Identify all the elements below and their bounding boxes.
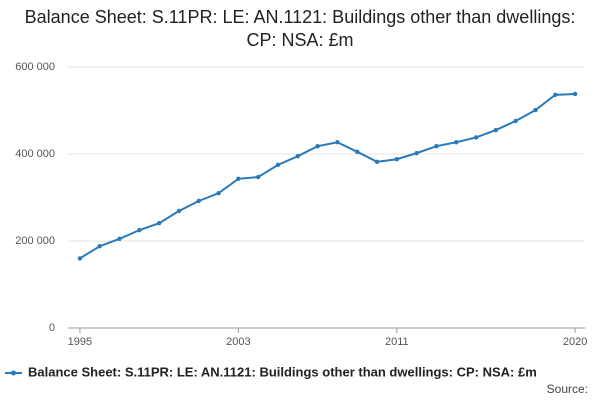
source: Source: <box>547 382 588 396</box>
x-tick-label: 2003 <box>226 336 250 348</box>
x-tick-label: 2011 <box>385 336 409 348</box>
data-point <box>493 127 499 133</box>
data-point <box>315 143 320 149</box>
data-point <box>176 208 182 214</box>
data-point <box>216 190 221 196</box>
data-point <box>156 220 162 226</box>
data-point <box>454 140 459 145</box>
data-point <box>255 174 261 180</box>
y-tick-label: 600 000 <box>15 61 55 73</box>
data-point <box>335 140 340 145</box>
legend-label: Balance Sheet: S.11PR: LE: AN.1121: Buil… <box>28 364 537 379</box>
data-point <box>97 244 102 249</box>
data-point <box>394 157 400 162</box>
data-point <box>196 198 201 204</box>
data-point <box>572 91 578 97</box>
chart-title: Balance Sheet: S.11PR: LE: AN.1121: Buil… <box>24 7 576 50</box>
data-point <box>77 256 83 261</box>
data-point <box>414 150 419 156</box>
legend-dot <box>11 370 16 376</box>
y-tick-label: 0 <box>49 322 55 334</box>
series-line <box>79 92 576 260</box>
data-point <box>117 236 122 242</box>
data-point <box>374 159 380 165</box>
data-point <box>355 149 360 155</box>
y-tick-label: 200 000 <box>15 235 55 247</box>
data-point <box>513 118 518 124</box>
data-point <box>434 143 439 149</box>
y-tick-label: 400 000 <box>15 148 55 160</box>
x-tick-label: 2020 <box>563 336 587 348</box>
x-tick-label: 1995 <box>68 336 92 348</box>
data-point <box>473 135 479 140</box>
data-point <box>137 227 142 233</box>
data-point <box>236 176 241 181</box>
data-point <box>275 162 281 168</box>
data-point <box>295 153 300 159</box>
data-point <box>533 107 538 113</box>
data-point <box>553 92 558 98</box>
